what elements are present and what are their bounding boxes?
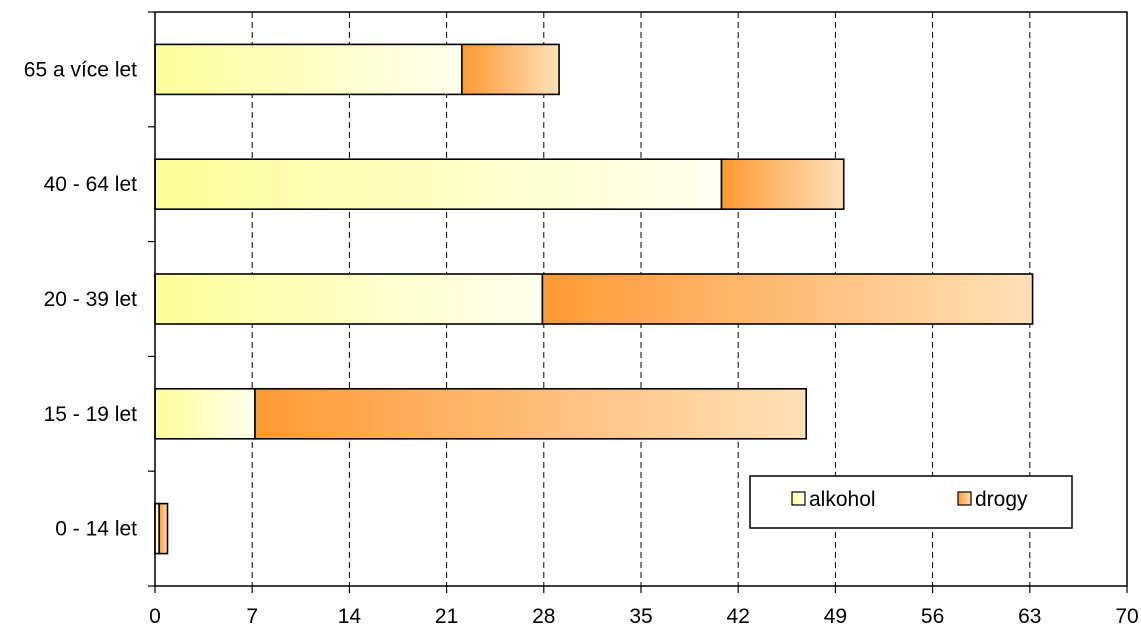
- axes: [148, 11, 1128, 593]
- x-tick-label: 35: [629, 605, 652, 628]
- y-tick-label: 0 - 14 let: [55, 518, 137, 541]
- x-tick-label: 0: [149, 605, 161, 628]
- x-tick-label: 14: [338, 605, 362, 628]
- grid-lines: [251, 12, 1031, 586]
- y-tick-label: 20 - 39 let: [44, 288, 138, 311]
- y-tick-label: 15 - 19 let: [44, 403, 138, 426]
- bar-drogy: [720, 158, 845, 210]
- legend-label-drogy: drogy: [975, 488, 1028, 511]
- x-tick-label: 21: [435, 605, 458, 628]
- x-tick-label: 49: [824, 605, 847, 628]
- legend: alkohol drogy: [749, 475, 1073, 529]
- bar-alkohol: [154, 273, 544, 325]
- bar-drogy: [541, 273, 1034, 325]
- bar-drogy: [158, 502, 169, 555]
- y-tick-label: 65 a více let: [24, 58, 137, 81]
- legend-label-alkohol: alkohol: [809, 488, 876, 511]
- bar-alkohol: [154, 387, 256, 440]
- x-tick-label: 63: [1018, 605, 1041, 628]
- bar-drogy: [461, 43, 560, 96]
- x-tick-label: 7: [246, 605, 258, 628]
- legend-swatch-alkohol: [791, 491, 806, 506]
- bar-alkohol: [154, 158, 723, 210]
- bars: [154, 43, 1034, 555]
- x-tick-label: 42: [727, 605, 750, 628]
- tick-labels: 65 a více let 40 - 64 let 20 - 39 let 15 - …: [24, 58, 1139, 628]
- y-tick-label: 40 - 64 let: [44, 173, 138, 196]
- bar-alkohol: [154, 43, 463, 96]
- legend-swatch-drogy: [957, 491, 972, 506]
- x-tick-label: 56: [921, 605, 944, 628]
- bar-drogy: [254, 387, 808, 440]
- x-tick-label: 28: [532, 605, 555, 628]
- x-tick-label: 70: [1115, 605, 1138, 628]
